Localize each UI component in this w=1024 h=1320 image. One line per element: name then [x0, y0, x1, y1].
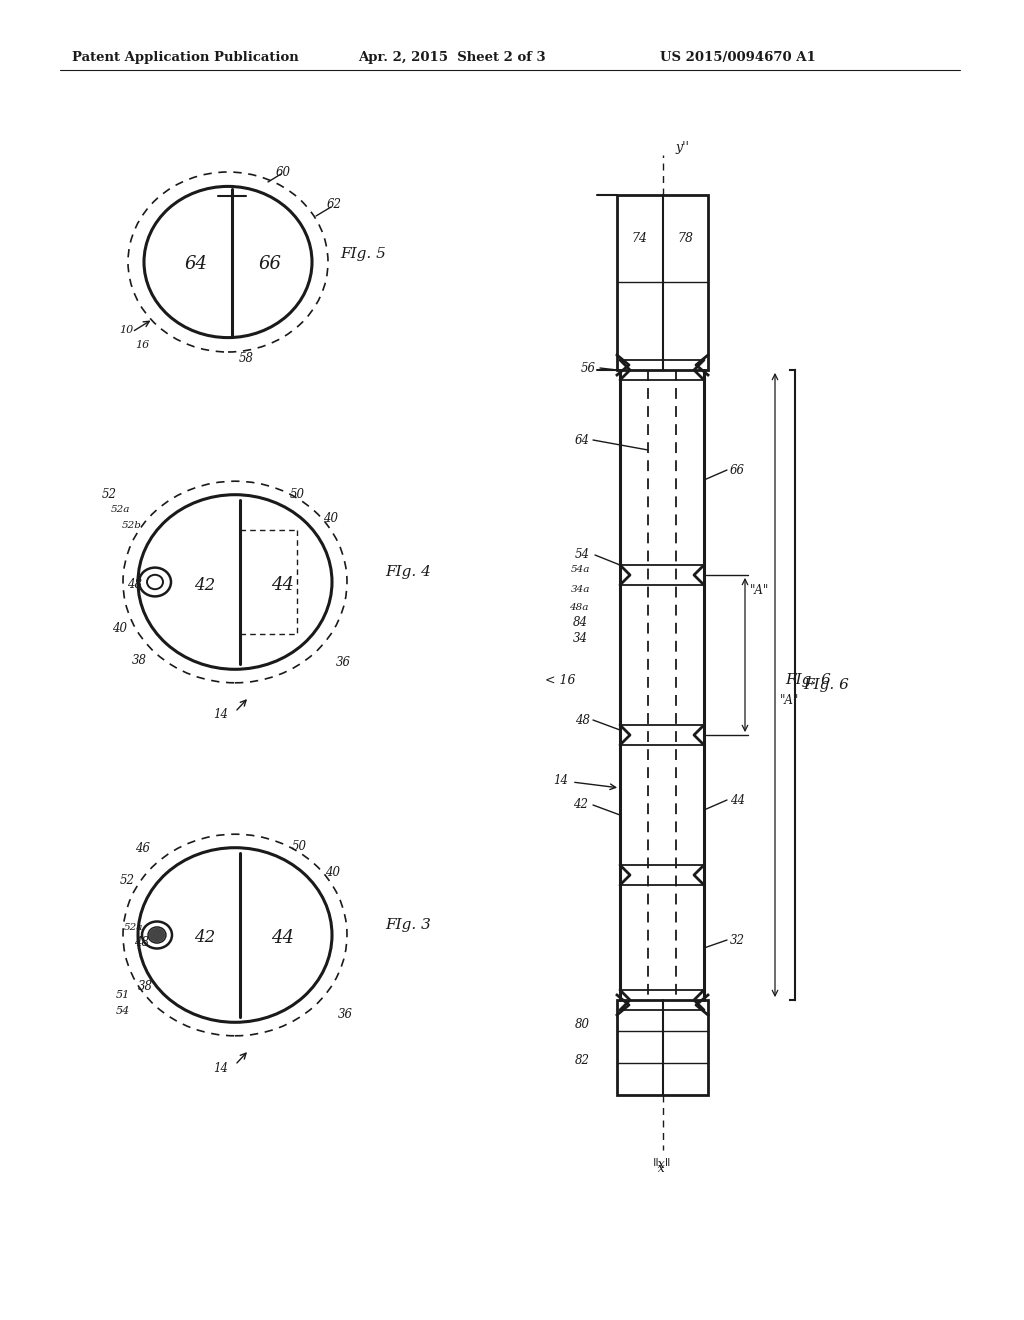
- Text: "A": "A": [750, 583, 769, 597]
- Text: 16: 16: [135, 341, 150, 350]
- Text: 34: 34: [573, 631, 588, 644]
- Text: 54: 54: [116, 1006, 130, 1016]
- Text: 52: 52: [120, 874, 134, 887]
- Text: 40: 40: [324, 512, 339, 525]
- Text: 38: 38: [131, 653, 146, 667]
- Text: FIg. 3: FIg. 3: [385, 917, 431, 932]
- Text: 64: 64: [184, 255, 208, 273]
- Text: 48: 48: [134, 936, 150, 949]
- Text: 48a: 48a: [568, 603, 588, 612]
- Text: 52a: 52a: [123, 924, 142, 932]
- Text: 14: 14: [213, 709, 228, 722]
- Ellipse shape: [150, 928, 165, 942]
- Bar: [617, 195, 708, 370]
- Text: 50: 50: [290, 487, 304, 500]
- Text: "A": "A": [780, 693, 800, 706]
- Text: 42: 42: [195, 577, 216, 594]
- Text: 66: 66: [730, 463, 745, 477]
- Text: 50: 50: [292, 841, 306, 854]
- Text: FIg. 5: FIg. 5: [340, 247, 386, 261]
- Text: 36: 36: [338, 1008, 352, 1022]
- Text: 42: 42: [573, 799, 588, 812]
- Text: 82: 82: [575, 1053, 590, 1067]
- Text: 84: 84: [573, 615, 588, 628]
- Text: US 2015/0094670 A1: US 2015/0094670 A1: [660, 51, 816, 65]
- Text: 66: 66: [258, 255, 282, 273]
- Text: 10: 10: [119, 325, 133, 335]
- Text: "x": "x": [653, 1162, 672, 1175]
- Text: 62: 62: [327, 198, 341, 211]
- Bar: [617, 1001, 708, 1096]
- Text: "x": "x": [653, 1159, 672, 1172]
- Text: Apr. 2, 2015  Sheet 2 of 3: Apr. 2, 2015 Sheet 2 of 3: [358, 51, 546, 65]
- Text: 48: 48: [128, 578, 142, 591]
- Text: 74: 74: [632, 232, 648, 246]
- Text: 60: 60: [275, 166, 291, 180]
- Text: 54: 54: [575, 549, 590, 561]
- Text: 58: 58: [239, 352, 254, 366]
- Ellipse shape: [148, 927, 166, 942]
- Text: 34a: 34a: [570, 586, 590, 594]
- Text: 38: 38: [137, 981, 153, 994]
- Text: 14: 14: [213, 1061, 228, 1074]
- Text: 40: 40: [326, 866, 341, 879]
- Text: 51: 51: [116, 990, 130, 1001]
- Text: 32: 32: [730, 933, 745, 946]
- Text: 64: 64: [575, 433, 590, 446]
- Text: 80: 80: [575, 1019, 590, 1031]
- Text: FIg. 6: FIg. 6: [785, 673, 830, 686]
- Text: 52: 52: [101, 487, 117, 500]
- Text: < 16: < 16: [545, 673, 575, 686]
- Text: 46: 46: [135, 842, 151, 855]
- Text: 44: 44: [271, 929, 295, 946]
- Text: FIg. 4: FIg. 4: [385, 565, 431, 579]
- Text: 54a: 54a: [570, 565, 590, 574]
- Text: 44: 44: [730, 793, 745, 807]
- Text: FIg. 6: FIg. 6: [803, 678, 849, 692]
- Text: 48: 48: [575, 714, 590, 726]
- Text: 52b: 52b: [122, 521, 142, 531]
- Text: 56: 56: [581, 362, 596, 375]
- Text: 78: 78: [677, 232, 693, 246]
- Text: 14: 14: [553, 774, 568, 787]
- Text: 36: 36: [336, 656, 350, 668]
- Text: 42: 42: [195, 929, 216, 946]
- Text: y'': y'': [676, 141, 689, 154]
- Text: 40: 40: [113, 623, 128, 635]
- Text: 52a: 52a: [111, 506, 130, 515]
- Text: Patent Application Publication: Patent Application Publication: [72, 51, 299, 65]
- Text: 44: 44: [271, 576, 295, 594]
